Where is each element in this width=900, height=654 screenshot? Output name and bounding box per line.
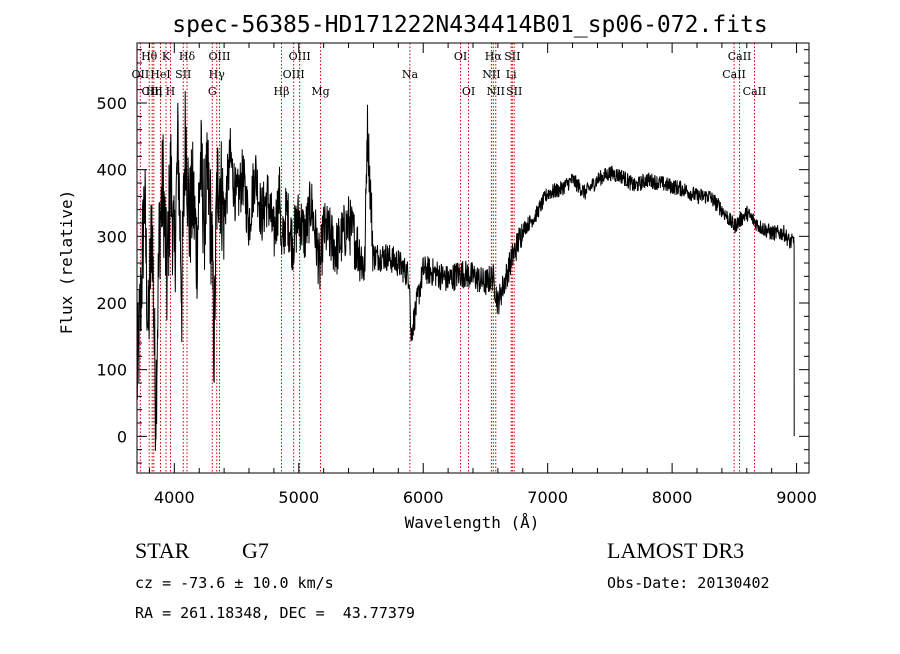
emission-line-label: OI: [454, 50, 467, 63]
emission-line-markers: [139, 43, 755, 473]
emission-line-label: Hα: [485, 50, 503, 63]
redshift-velocity: cz = -73.6 ± 10.0 km/s: [135, 574, 334, 592]
emission-line-label: CaII: [722, 68, 746, 81]
object-class: STAR: [135, 538, 190, 563]
observation-date: Obs-Date: 20130402: [607, 574, 770, 592]
y-tick-label: 0: [117, 427, 127, 446]
emission-line-label: CIII: [141, 85, 162, 98]
x-tick-label: 5000: [278, 488, 319, 507]
y-tick-label: 300: [96, 227, 127, 246]
emission-line-label: SII: [506, 85, 522, 98]
coordinates: RA = 261.18348, DEC = 43.77379: [135, 604, 415, 622]
emission-line-label: Hδ: [179, 50, 196, 63]
emission-line-label: SII: [504, 50, 520, 63]
y-tick-label: 400: [96, 161, 127, 180]
emission-line-label: OIII: [289, 50, 311, 63]
y-tick-label: 200: [96, 294, 127, 313]
emission-line-label: Hθ: [141, 50, 158, 63]
y-tick-label: 100: [96, 361, 127, 380]
x-tick-label: 9000: [776, 488, 817, 507]
emission-line-label: Mg: [311, 85, 329, 98]
emission-line-label: OIII: [208, 50, 230, 63]
x-axis-ticks: 4000 5000 6000 7000 8000 9000: [148, 43, 817, 507]
emission-line-label: CaII: [728, 50, 752, 63]
chart-title: spec-56385-HD171222N434414B01_sp06-072.f…: [172, 12, 767, 38]
y-axis-label: Flux (relative): [57, 190, 76, 335]
spectrum-series-line: [136, 90, 795, 451]
emission-line-label: NII: [487, 85, 505, 98]
emission-line-label: Hβ: [274, 85, 290, 98]
y-tick-label: 500: [96, 94, 127, 113]
x-tick-label: 6000: [403, 488, 444, 507]
emission-line-label: OII: [132, 68, 150, 81]
emission-line-label: SII: [175, 68, 191, 81]
x-tick-label: 8000: [652, 488, 693, 507]
emission-line-label: Li: [506, 68, 517, 81]
emission-line-label: OI: [462, 85, 475, 98]
emission-line-label: Na: [402, 68, 419, 81]
emission-line-label: K: [162, 50, 171, 63]
x-axis-label: Wavelength (Å): [405, 513, 540, 532]
emission-line-label: Hγ: [209, 68, 226, 81]
emission-line-label: G: [208, 85, 217, 98]
plot-frame: [136, 42, 810, 474]
x-tick-label: 4000: [154, 488, 195, 507]
emission-line-label: HeI: [150, 68, 170, 81]
emission-line-label: CaII: [743, 85, 767, 98]
object-subclass: G7: [242, 538, 269, 563]
emission-line-label: OIII: [283, 68, 305, 81]
emission-line-label: NII: [482, 68, 500, 81]
emission-line-label: Hη: [146, 85, 162, 98]
y-axis-ticks: 0 100 200 300 400 500: [96, 49, 809, 464]
survey-name: LAMOST DR3: [607, 538, 745, 563]
emission-line-label: H: [166, 85, 176, 98]
x-tick-label: 7000: [527, 488, 568, 507]
